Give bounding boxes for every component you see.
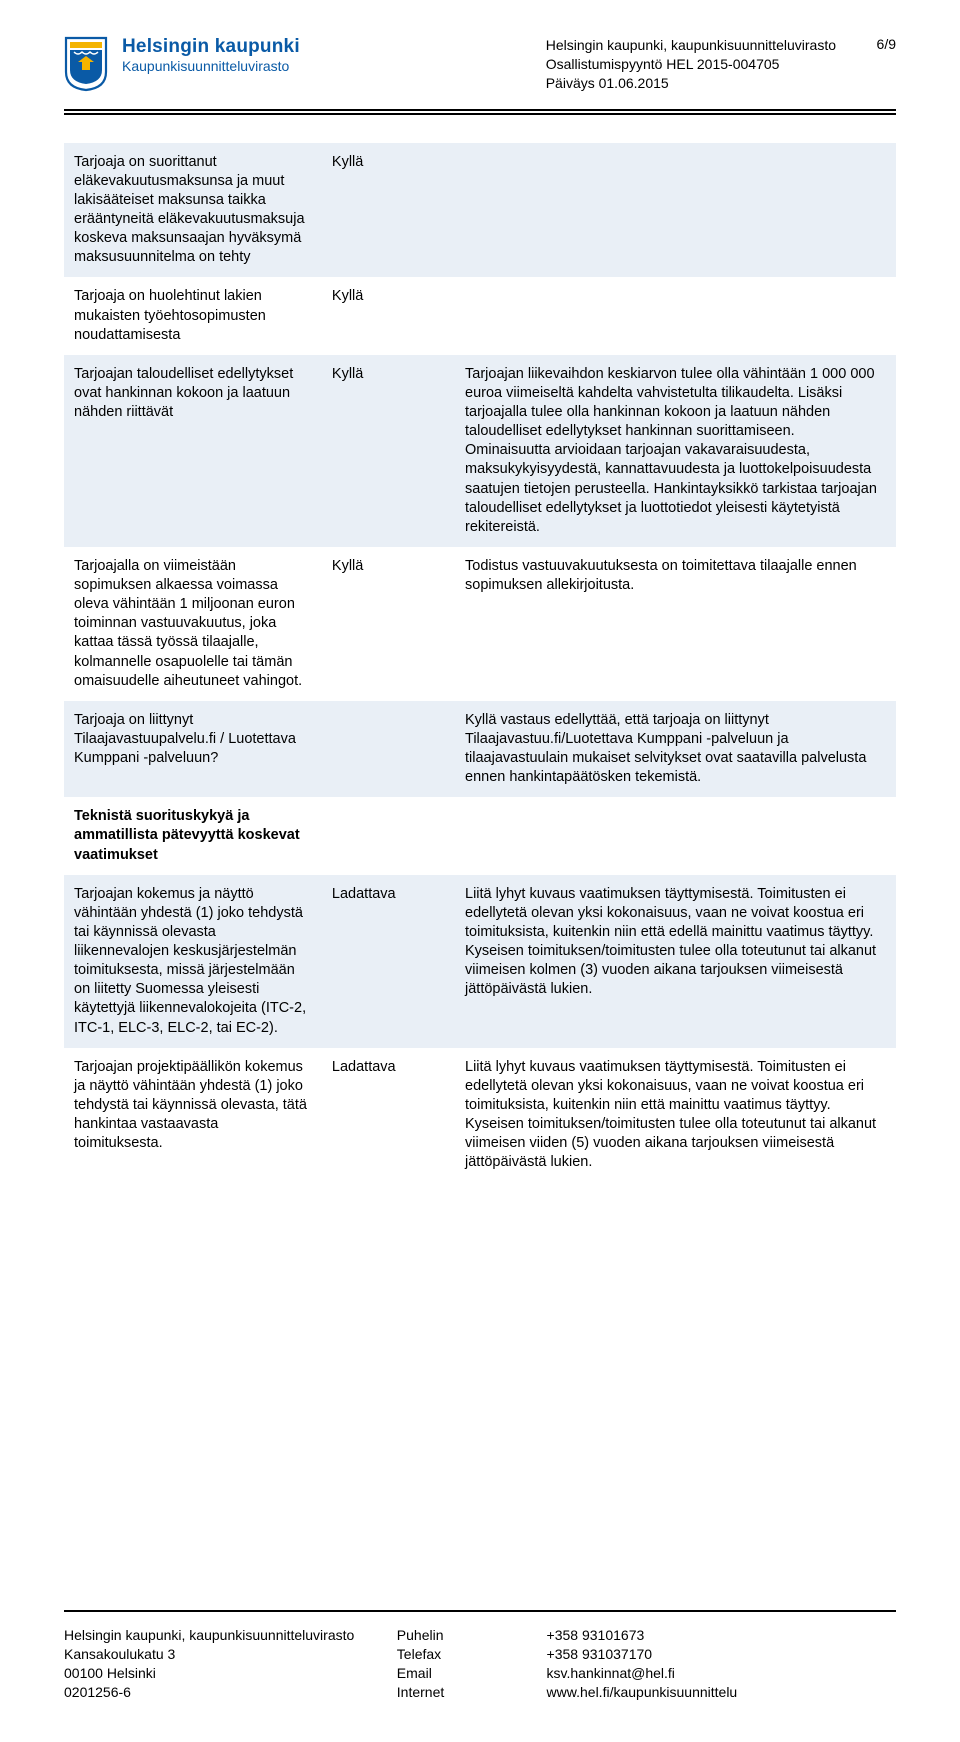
footer-phone: +358 93101673 (547, 1626, 896, 1645)
footer-org-line: 0201256-6 (64, 1683, 397, 1702)
table-row: Tarjoajan kokemus ja näyttö vähintään yh… (64, 875, 896, 1048)
doc-meta-line: Päiväys 01.06.2015 (546, 74, 836, 93)
footer-label-web: Internet (397, 1683, 547, 1702)
response-value (322, 797, 455, 874)
requirements-table: Tarjoaja on suorittanut eläkevakuutusmak… (64, 143, 896, 1183)
footer-values: +358 93101673 +358 931037170 ksv.hankinn… (547, 1626, 896, 1702)
brand-subtitle: Kaupunkisuunnitteluvirasto (122, 58, 300, 74)
footer-web: www.hel.fi/kaupunkisuunnittelu (547, 1683, 896, 1702)
response-value: Kyllä (322, 355, 455, 547)
footer-labels: Puhelin Telefax Email Internet (397, 1626, 547, 1702)
document-meta: Helsingin kaupunki, kaupunkisuunnitteluv… (546, 36, 836, 93)
requirement-detail (455, 143, 896, 278)
response-value: Kyllä (322, 143, 455, 278)
page-number: 6/9 (877, 36, 896, 52)
section-heading: Teknistä suorituskykyä ja ammatillista p… (64, 797, 322, 874)
requirement-detail: Liitä lyhyt kuvaus vaatimuksen täyttymis… (455, 1048, 896, 1183)
response-value: Kyllä (322, 277, 455, 354)
table-row: Tarjoaja on suorittanut eläkevakuutusmak… (64, 143, 896, 278)
requirement-detail: Tarjoajan liikevaihdon keskiarvon tulee … (455, 355, 896, 547)
requirement-text: Tarjoajalla on viimeistään sopimuksen al… (64, 547, 322, 701)
requirement-detail: Todistus vastuuvakuutuksesta on toimitet… (455, 547, 896, 701)
requirement-text: Tarjoaja on liittynyt Tilaajavastuupalve… (64, 701, 322, 798)
footer-email: ksv.hankinnat@hel.fi (547, 1664, 896, 1683)
response-value: Ladattava (322, 875, 455, 1048)
footer-label-email: Email (397, 1664, 547, 1683)
doc-meta-line: Helsingin kaupunki, kaupunkisuunnitteluv… (546, 36, 836, 55)
footer-rule (64, 1610, 896, 1612)
brand-title: Helsingin kaupunki (122, 36, 300, 58)
requirement-detail: Liitä lyhyt kuvaus vaatimuksen täyttymis… (455, 875, 896, 1048)
requirement-detail (455, 277, 896, 354)
requirement-detail: Kyllä vastaus edellyttää, että tarjoaja … (455, 701, 896, 798)
footer: Helsingin kaupunki, kaupunkisuunnitteluv… (64, 1610, 896, 1702)
footer-label-phone: Puhelin (397, 1626, 547, 1645)
requirement-detail (455, 797, 896, 874)
requirement-text: Tarjoaja on huolehtinut lakien mukaisten… (64, 277, 322, 354)
requirement-text: Tarjoajan projektipäällikön kokemus ja n… (64, 1048, 322, 1183)
footer-fax: +358 931037170 (547, 1645, 896, 1664)
footer-org-line: Kansakoulukatu 3 (64, 1645, 397, 1664)
footer-org-line: Helsingin kaupunki, kaupunkisuunnitteluv… (64, 1626, 397, 1645)
header: Helsingin kaupunki Kaupunkisuunnitteluvi… (64, 36, 896, 93)
requirement-text: Tarjoajan kokemus ja näyttö vähintään yh… (64, 875, 322, 1048)
header-rule-bottom (64, 113, 896, 115)
table-row: Tarjoajalla on viimeistään sopimuksen al… (64, 547, 896, 701)
table-row: Teknistä suorituskykyä ja ammatillista p… (64, 797, 896, 874)
response-value (322, 701, 455, 798)
table-row: Tarjoajan projektipäällikön kokemus ja n… (64, 1048, 896, 1183)
helsinki-crest-icon (64, 36, 108, 92)
table-row: Tarjoaja on huolehtinut lakien mukaisten… (64, 277, 896, 354)
requirement-text: Tarjoajan taloudelliset edellytykset ova… (64, 355, 322, 547)
doc-meta-line: Osallistumispyyntö HEL 2015-004705 (546, 55, 836, 74)
brand-block: Helsingin kaupunki Kaupunkisuunnitteluvi… (122, 36, 300, 74)
footer-org-line: 00100 Helsinki (64, 1664, 397, 1683)
response-value: Kyllä (322, 547, 455, 701)
table-row: Tarjoajan taloudelliset edellytykset ova… (64, 355, 896, 547)
page: 6/9 Helsingin kaupunki Kaupunkisuunnitte… (0, 0, 960, 1742)
header-rule-top (64, 109, 896, 111)
table-row: Tarjoaja on liittynyt Tilaajavastuupalve… (64, 701, 896, 798)
response-value: Ladattava (322, 1048, 455, 1183)
footer-label-fax: Telefax (397, 1645, 547, 1664)
footer-org: Helsingin kaupunki, kaupunkisuunnitteluv… (64, 1626, 397, 1702)
requirement-text: Tarjoaja on suorittanut eläkevakuutusmak… (64, 143, 322, 278)
